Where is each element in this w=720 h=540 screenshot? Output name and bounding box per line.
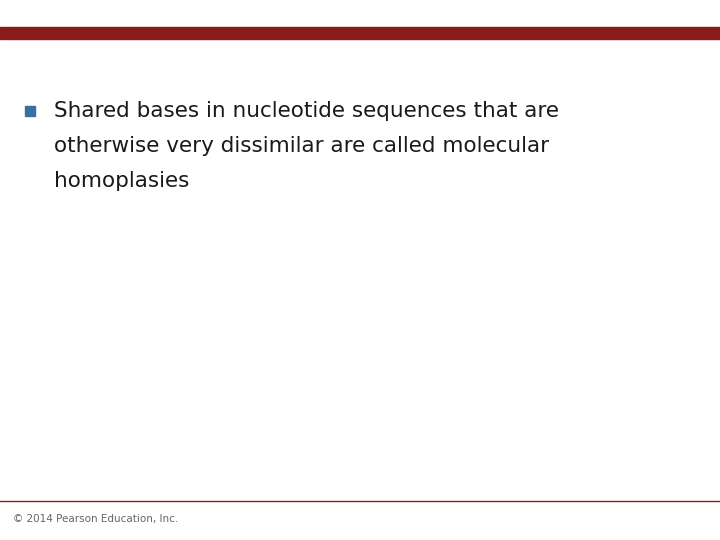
- Text: homoplasies: homoplasies: [54, 171, 189, 191]
- Bar: [0, 27, 720, 39]
- Text: © 2014 Pearson Education, Inc.: © 2014 Pearson Education, Inc.: [13, 515, 179, 524]
- Text: otherwise very dissimilar are called molecular: otherwise very dissimilar are called mol…: [54, 136, 549, 156]
- Text: Shared bases in nucleotide sequences that are: Shared bases in nucleotide sequences tha…: [54, 100, 559, 121]
